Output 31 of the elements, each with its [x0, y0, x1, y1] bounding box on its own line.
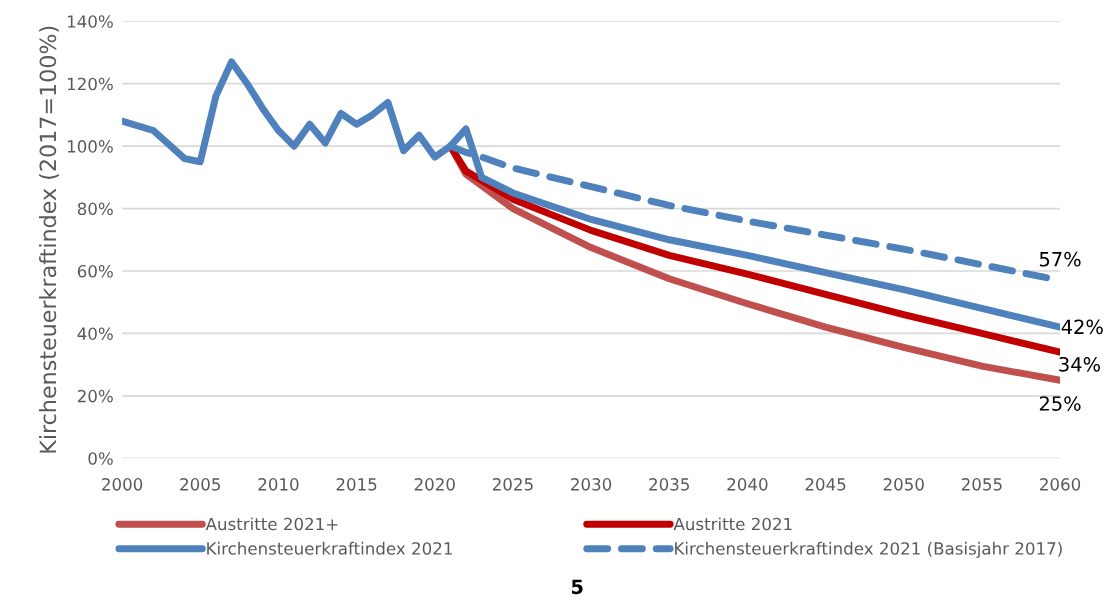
y-tick-label: 80%: [77, 202, 113, 216]
y-axis-title: Kirchensteuerkraftindex (2017=100%): [39, 26, 59, 453]
y-tick-label: 120%: [67, 77, 113, 91]
annotation: 25%: [1039, 396, 1081, 411]
x-tick-label: 2000: [102, 478, 143, 491]
x-tick-label: 2045: [805, 478, 846, 491]
x-tick-label: 2035: [649, 478, 689, 491]
x-tick-label: 2060: [1040, 478, 1081, 491]
x-tick-label: 2050: [883, 478, 924, 491]
x-tick-label: 2055: [961, 478, 1002, 491]
legend-label: Austritte 2021+: [205, 517, 338, 531]
text: 5: [571, 579, 583, 595]
x-tick-label: 2020: [414, 478, 455, 491]
annotation: 57%: [1039, 251, 1081, 267]
x-tick-label: 2040: [727, 478, 768, 491]
y-tick-label: 100%: [67, 140, 113, 153]
y-tick-label: 40%: [77, 327, 113, 340]
y-tick-label: 0%: [88, 452, 113, 465]
y-tick-label: 60%: [77, 264, 113, 278]
y-tick-label: 20%: [77, 389, 113, 403]
x-tick-label: 2005: [180, 478, 221, 491]
legend-label: Kirchensteuerkraftindex 2021 (Basisjahr 2017): [675, 541, 1062, 558]
legend-label: Kirchensteuerkraftindex 2021: [207, 541, 452, 555]
text: 42%: [1061, 319, 1103, 335]
x-tick-label: 2015: [336, 478, 377, 491]
x-tick-label: 2025: [492, 478, 533, 491]
x-tick-label: 2010: [258, 478, 299, 491]
legend-label: Austritte 2021: [673, 517, 792, 531]
annotation: 34%: [1059, 356, 1101, 372]
y-tick-label: 140%: [67, 15, 113, 28]
x-tick-label: 2030: [571, 478, 612, 491]
